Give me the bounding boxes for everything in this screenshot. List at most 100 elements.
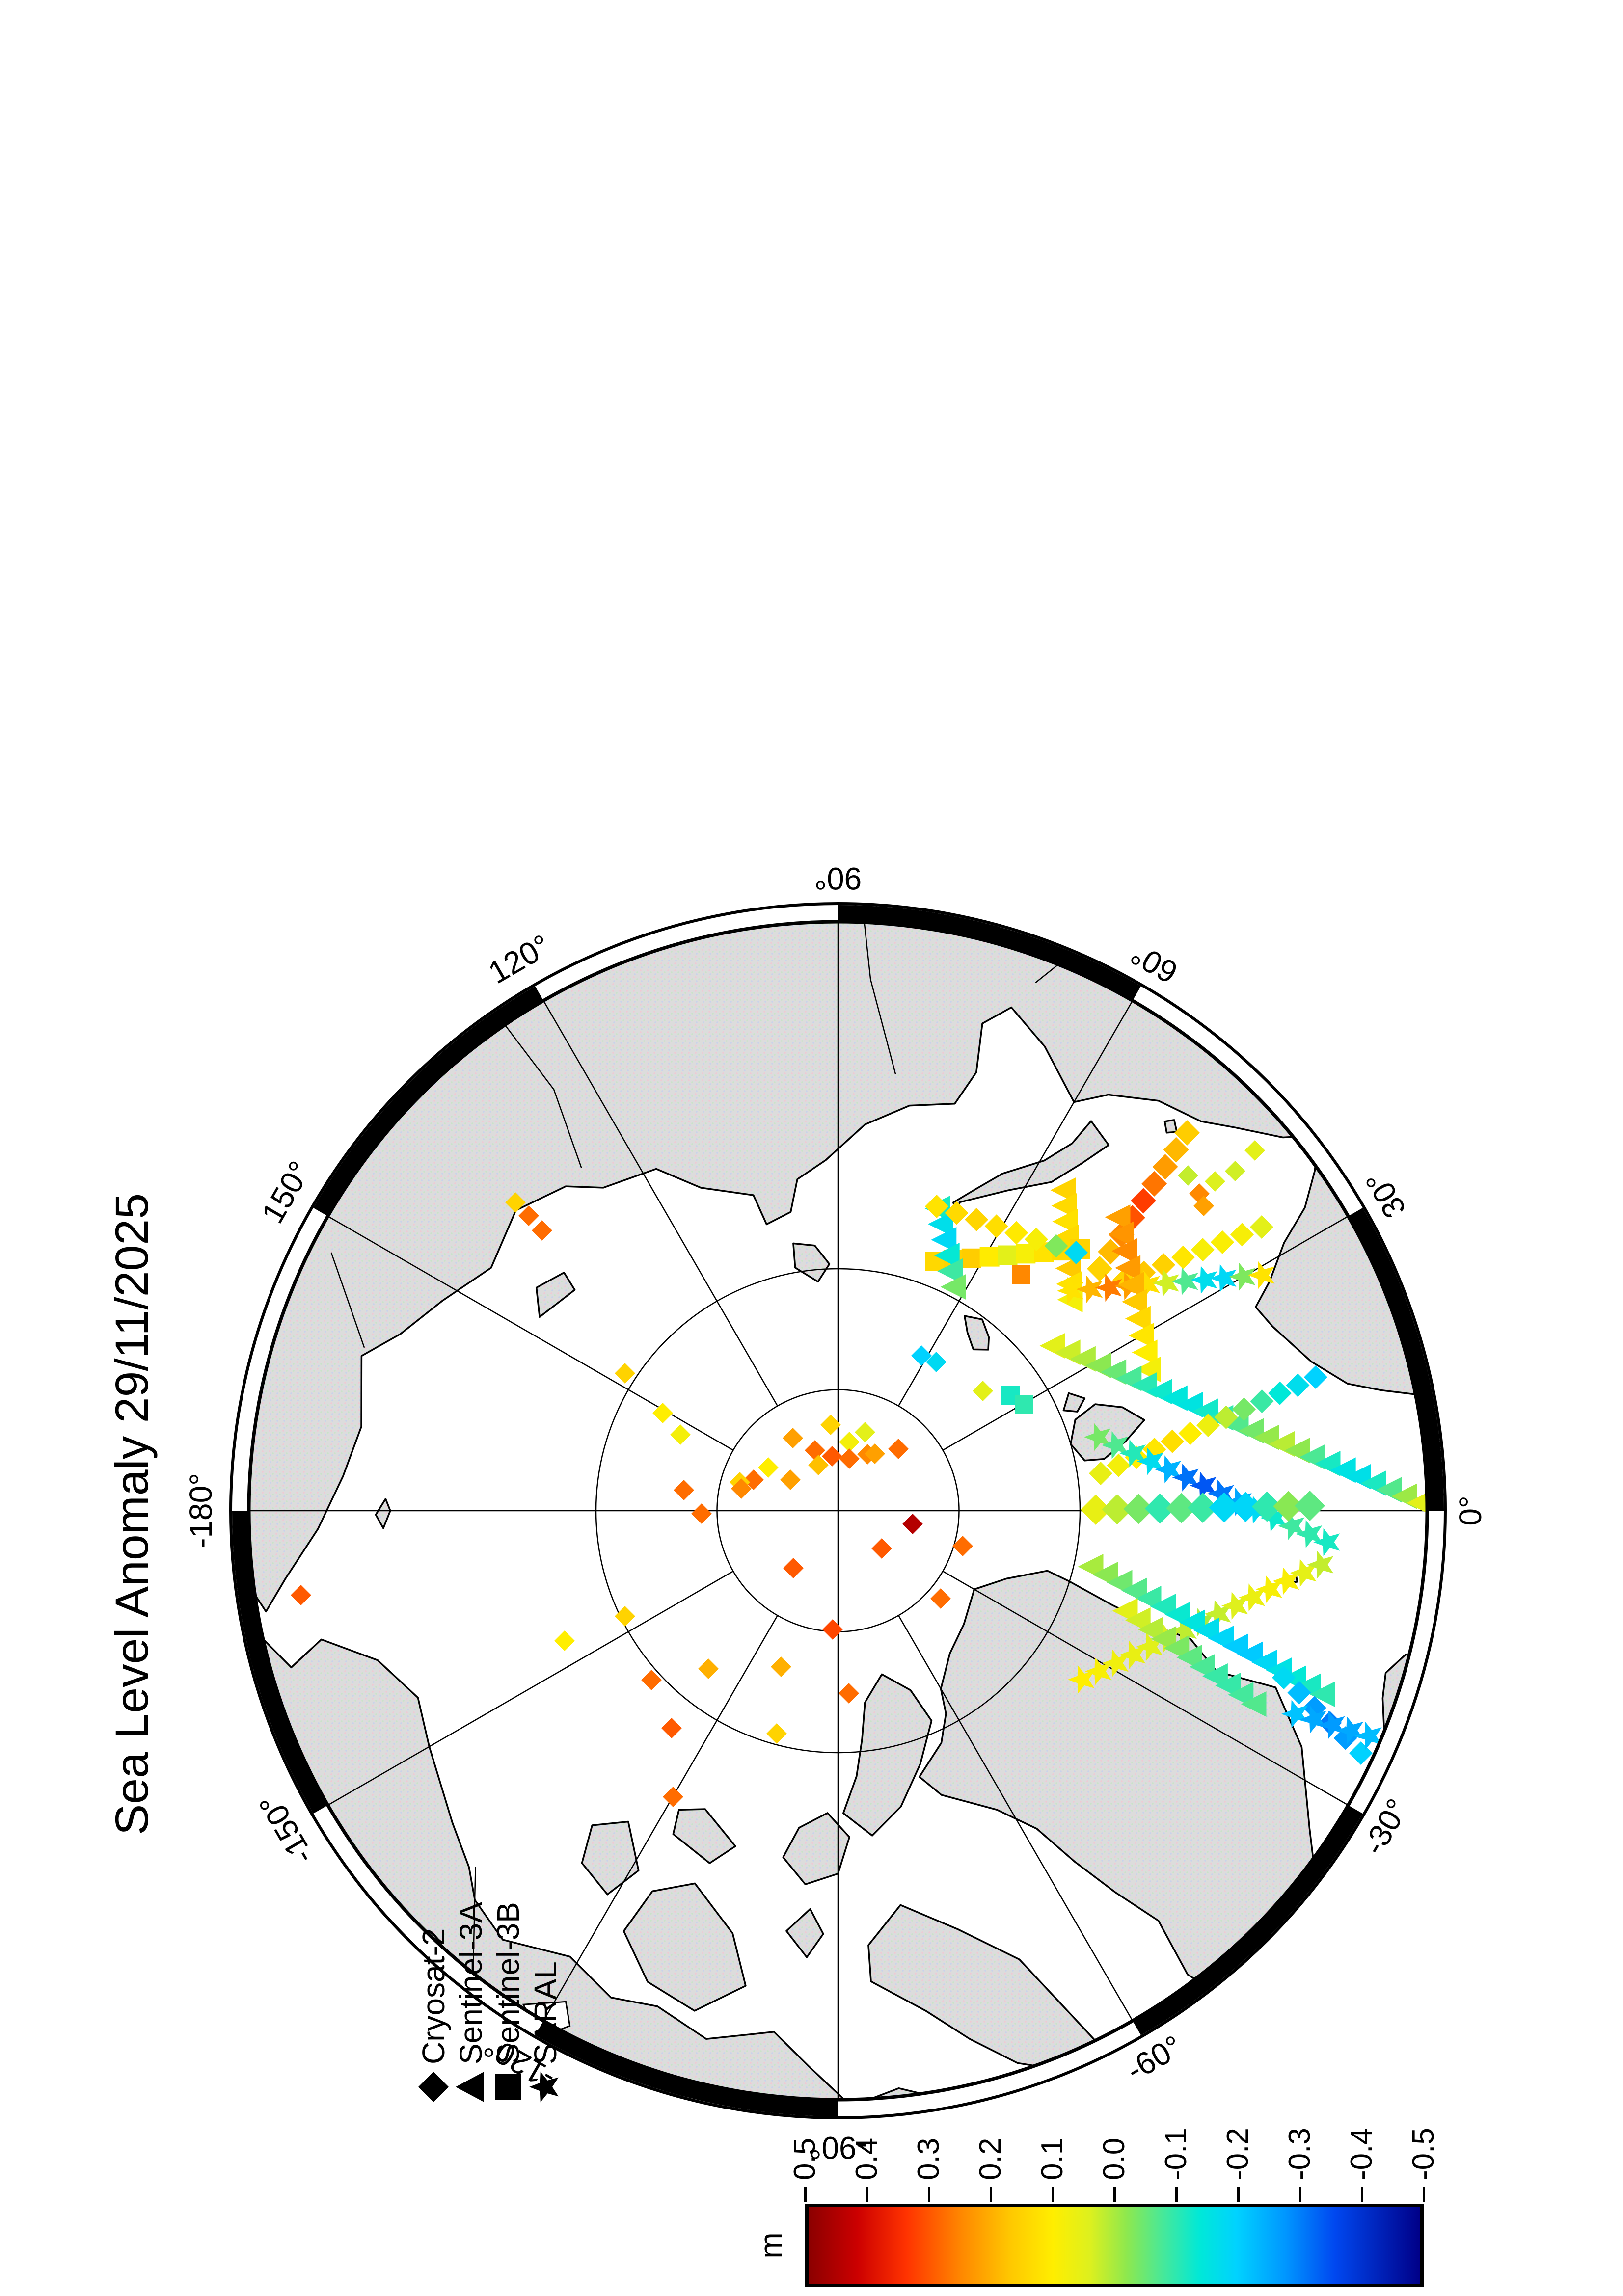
data-point-CS2 (822, 1619, 843, 1640)
data-point-SARAL (1095, 1274, 1122, 1302)
data-point-S3A (927, 1211, 953, 1237)
data-point-CS2 (1191, 1238, 1215, 1262)
data-point-CS2 (1152, 1253, 1175, 1277)
data-point-CS2 (1225, 1161, 1245, 1181)
data-point-CS2 (780, 1469, 801, 1490)
data-point-S3B (979, 1247, 1000, 1267)
data-point-SARAL (1190, 1471, 1217, 1500)
data-point-SARAL (1207, 1479, 1234, 1508)
colorbar-tick (866, 2187, 868, 2202)
data-point-SARAL (1136, 1447, 1163, 1475)
colorbar-tick (1299, 2187, 1301, 2202)
colorbar-gradient (805, 2204, 1424, 2287)
data-point-CS2 (822, 1446, 842, 1467)
landmass-ellesmere (842, 1673, 933, 1837)
square-icon (491, 2064, 525, 2109)
data-point-SARAL (1260, 1504, 1287, 1532)
data-point-CS2 (1286, 1373, 1310, 1397)
data-point-CS2 (808, 1455, 829, 1475)
ring-black-arc (232, 1511, 327, 1814)
data-point-CS2 (1251, 1491, 1282, 1522)
data-point-S3B (1015, 1395, 1033, 1414)
data-point-CS2 (1244, 1140, 1265, 1161)
legend-item-Cryosat-2: Cryosat-2 (415, 1854, 452, 2109)
colorbar-tick (1423, 2187, 1425, 2202)
colorbar-tick (804, 2187, 807, 2202)
data-point-CS2 (1166, 1493, 1197, 1523)
data-point-CS2 (984, 1214, 1008, 1238)
colorbar-unit-label: m (753, 2232, 788, 2259)
data-point-SARAL (1272, 1567, 1299, 1595)
data-point-SARAL (1229, 1262, 1256, 1291)
data-point-CS2 (731, 1478, 752, 1499)
data-point-CS2 (952, 1536, 973, 1556)
legend-item-Sentinel-3B: Sentinel-3B (489, 1854, 527, 2109)
data-point-CS2 (1174, 1120, 1200, 1146)
meridian-line (898, 1615, 1134, 2021)
meridian-line (942, 1571, 1349, 1806)
colorbar-tick-label: 0.1 (1035, 2137, 1069, 2180)
data-point-CS2 (1230, 1223, 1254, 1247)
ring-black-arc (1349, 1208, 1444, 1511)
data-point-CS2 (855, 1422, 875, 1442)
colorbar: m 0.5 0.4 0.3 0.2 0.1 0.0 -0.1 -0.2 -0.3 -0.4 -0.5 (744, 2051, 1446, 2296)
data-point-CS2 (930, 1588, 951, 1609)
colorbar-tick-label: -0.3 (1283, 2128, 1317, 2180)
data-point-CS2 (871, 1538, 892, 1559)
data-point-S3A (1108, 1221, 1134, 1247)
data-point-CS2 (1044, 1234, 1068, 1258)
data-point-CS2 (1214, 1405, 1238, 1429)
meridian-line (542, 1000, 778, 1407)
data-point-CS2 (291, 1585, 311, 1605)
data-point-CS2 (615, 1606, 635, 1627)
data-point-CS2 (783, 1428, 803, 1448)
data-point-SARAL (1355, 1722, 1382, 1750)
data-point-CS2 (783, 1558, 804, 1578)
data-point-SARAL (1210, 1264, 1237, 1292)
data-point-CS2 (1188, 1493, 1218, 1523)
data-point-S3A (1125, 1306, 1151, 1332)
landmass-franz_josef (964, 1315, 990, 1351)
ring-black-arc (1133, 1806, 1363, 2035)
river-2 (494, 1012, 582, 1168)
satellite-track-S3A (924, 1196, 966, 1300)
colorbar-tick-label: -0.2 (1221, 2128, 1255, 2180)
data-point-SARAL (1190, 1266, 1217, 1294)
data-point-SARAL (1172, 1463, 1199, 1492)
data-point-CS2 (1287, 1681, 1311, 1705)
data-point-CS2 (1196, 1414, 1220, 1437)
data-point-SARAL (1248, 1261, 1275, 1289)
meridian-label--30: -30° (1356, 1793, 1415, 1861)
ring-black-arc (313, 986, 543, 1216)
data-point-SARAL (1307, 1550, 1334, 1579)
data-point-CS2 (965, 1207, 989, 1231)
legend-item-SARAL: SARAL (527, 1854, 564, 2109)
satellite-track-CS2 (1081, 1491, 1325, 1525)
star-icon (528, 2064, 563, 2109)
data-point-CS2 (805, 1440, 825, 1461)
colorbar-tick (1113, 2187, 1116, 2202)
landmass-novaya_zemlya (952, 1120, 1110, 1221)
data-point-SARAL (1171, 1267, 1198, 1296)
data-point-SARAL (1101, 1431, 1129, 1459)
legend-label: Cryosat-2 (416, 1928, 451, 2064)
data-point-CS2 (758, 1457, 779, 1478)
data-point-S3A (1132, 1339, 1158, 1365)
data-point-SARAL (1154, 1455, 1181, 1484)
data-point-CS2 (1178, 1165, 1198, 1186)
satellite-track-CS2 (925, 1195, 1088, 1264)
data-point-S3A (937, 1258, 963, 1284)
data-point-SARAL (1281, 1700, 1308, 1728)
data-point-SARAL (1313, 1528, 1340, 1556)
data-point-S3A (1241, 1691, 1267, 1717)
legend-item-Sentinel-3A: Sentinel-3A (452, 1854, 489, 2109)
data-point-SARAL (1152, 1269, 1179, 1297)
data-point-CS2 (532, 1220, 552, 1241)
data-point-S3A (940, 1274, 966, 1300)
data-point-SARAL (1296, 1520, 1323, 1548)
data-point-SARAL (1204, 1600, 1231, 1628)
data-point-CS2 (743, 1469, 764, 1490)
data-point-CS2 (1178, 1421, 1202, 1445)
data-point-SARAL (1299, 1705, 1326, 1734)
colorbar-tick (1175, 2187, 1178, 2202)
